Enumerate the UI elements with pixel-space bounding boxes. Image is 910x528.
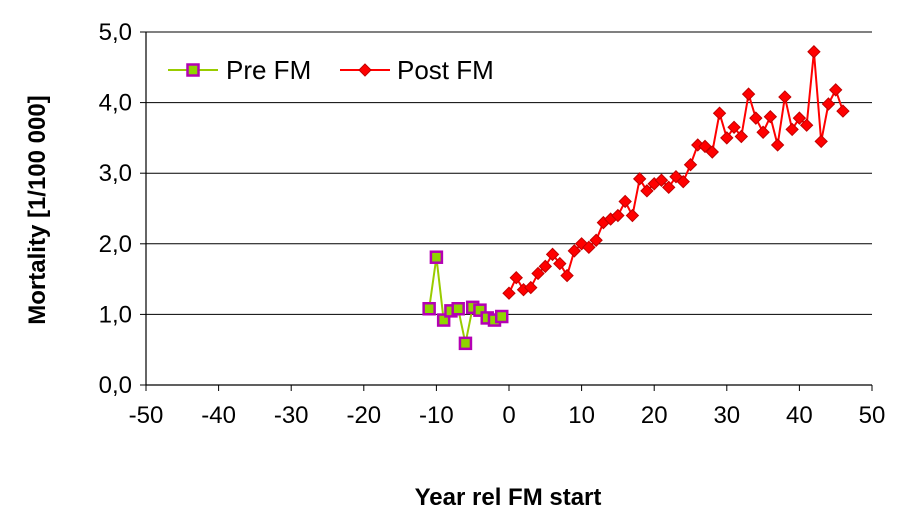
data-point <box>821 97 836 111</box>
data-point <box>756 125 770 139</box>
data-point <box>567 244 582 258</box>
legend-label: Post FM <box>397 55 494 85</box>
x-tick-label: -10 <box>419 402 454 429</box>
legend-item-pre-fm: Pre FM <box>168 55 311 85</box>
x-tick-label: -30 <box>274 402 309 429</box>
legend-swatch-marker <box>186 63 200 77</box>
data-point <box>828 83 843 97</box>
data-point <box>698 139 712 154</box>
data-point <box>625 208 640 223</box>
data-point <box>799 118 814 132</box>
data-point <box>814 134 828 149</box>
y-tick-label: 1,0 <box>99 301 132 328</box>
data-point <box>538 259 553 274</box>
y-axis-ticks: 0,0 1,0 2,0 3,0 4,0 5,0 <box>99 19 146 399</box>
data-point <box>436 313 451 327</box>
data-point <box>422 302 436 316</box>
data-point <box>720 131 734 145</box>
y-tick-label: 4,0 <box>99 90 132 117</box>
y-tick-label: 0,0 <box>99 372 132 399</box>
data-point <box>502 286 516 300</box>
data-point <box>582 240 596 255</box>
x-tick-label: 50 <box>859 402 886 429</box>
series-post-fm <box>502 45 850 300</box>
data-point <box>429 250 444 264</box>
data-point <box>778 90 792 104</box>
data-point <box>654 173 669 187</box>
legend-swatch-marker <box>358 63 372 77</box>
data-point <box>509 270 523 285</box>
x-tick-label: 30 <box>713 402 740 429</box>
x-tick-label: 40 <box>786 402 813 429</box>
data-point <box>545 247 560 262</box>
data-point <box>611 208 625 223</box>
data-point <box>785 122 799 137</box>
data-point <box>451 302 465 316</box>
data-point <box>560 268 574 283</box>
data-point <box>524 280 538 295</box>
data-point <box>705 145 719 159</box>
x-tick-label: 20 <box>641 402 668 429</box>
data-point <box>749 111 763 125</box>
data-point <box>792 111 807 125</box>
data-point <box>640 184 654 198</box>
data-point <box>676 174 690 189</box>
x-tick-label: -40 <box>201 402 236 429</box>
y-axis-title: Mortality [1/100 000] <box>24 95 51 324</box>
data-point <box>727 120 741 135</box>
legend-label: Pre FM <box>226 55 311 85</box>
x-tick-label: -50 <box>129 402 164 429</box>
data-point <box>770 138 785 152</box>
x-tick-label: 0 <box>502 402 515 429</box>
data-point <box>553 256 567 271</box>
series-line <box>428 257 503 344</box>
legend: Pre FM Post FM <box>168 55 494 85</box>
data-point <box>632 172 647 186</box>
x-axis-ticks: -50 -40 -30 -20 -10 0 10 20 30 40 50 <box>129 385 886 429</box>
y-tick-label: 5,0 <box>99 19 132 46</box>
x-axis-title: Year rel FM start <box>415 484 602 511</box>
data-point <box>734 129 749 144</box>
data-point <box>531 266 545 281</box>
x-tick-label: 10 <box>568 402 595 429</box>
data-point <box>662 180 676 195</box>
data-point <box>741 87 756 101</box>
data-point <box>763 110 778 124</box>
y-tick-label: 3,0 <box>99 160 132 187</box>
data-point <box>836 104 850 118</box>
data-point <box>494 309 509 324</box>
legend-item-post-fm: Post FM <box>340 55 494 85</box>
data-point <box>618 194 632 209</box>
data-point <box>807 45 821 59</box>
data-point <box>712 106 727 120</box>
data-point <box>589 233 603 247</box>
y-tick-label: 2,0 <box>99 231 132 258</box>
series-pre-fm <box>422 250 509 351</box>
data-point <box>473 303 487 317</box>
data-point <box>683 158 698 172</box>
x-tick-label: -20 <box>346 402 381 429</box>
data-point <box>458 336 473 351</box>
series-layer <box>422 45 850 351</box>
